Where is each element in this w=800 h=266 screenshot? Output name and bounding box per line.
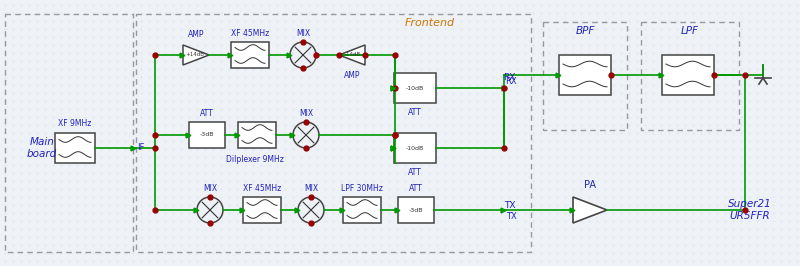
- Polygon shape: [339, 45, 365, 65]
- Bar: [662, 55, 714, 95]
- Text: IF: IF: [137, 143, 144, 152]
- Text: XF 9MHz: XF 9MHz: [58, 119, 92, 128]
- Bar: [543, 22, 627, 130]
- Text: ATT: ATT: [200, 109, 214, 118]
- Bar: [641, 22, 739, 130]
- Text: RX: RX: [505, 77, 517, 86]
- Text: Super21
UR5FFR: Super21 UR5FFR: [728, 199, 772, 221]
- Bar: [343, 197, 381, 223]
- Text: -3dB: -3dB: [200, 132, 214, 138]
- Text: Frontend: Frontend: [405, 18, 455, 28]
- Bar: [394, 133, 436, 163]
- Text: TX: TX: [506, 212, 517, 221]
- Text: ATT: ATT: [409, 184, 423, 193]
- Text: Dilplexer 9MHz: Dilplexer 9MHz: [226, 155, 284, 164]
- Polygon shape: [573, 197, 607, 223]
- Text: XF 45MHz: XF 45MHz: [231, 29, 269, 38]
- Bar: [559, 55, 611, 95]
- Polygon shape: [183, 45, 209, 65]
- Bar: [55, 133, 95, 163]
- Bar: [5, 14, 133, 252]
- Text: PA: PA: [584, 180, 596, 190]
- Text: LPF: LPF: [681, 26, 699, 36]
- Bar: [136, 14, 531, 252]
- Text: MIX: MIX: [304, 184, 318, 193]
- Bar: [231, 42, 269, 68]
- Text: AMP: AMP: [188, 30, 204, 39]
- Text: LPF 30MHz: LPF 30MHz: [341, 184, 383, 193]
- Bar: [238, 122, 276, 148]
- Bar: [243, 197, 281, 223]
- Text: XF 45MHz: XF 45MHz: [243, 184, 281, 193]
- Text: +14dB: +14dB: [186, 52, 205, 57]
- Text: MIX: MIX: [203, 184, 217, 193]
- Text: -14dB: -14dB: [345, 52, 361, 57]
- Text: -3dB: -3dB: [409, 207, 423, 213]
- Text: -10dB: -10dB: [406, 146, 424, 151]
- Text: ATT: ATT: [408, 108, 422, 117]
- Text: AMP: AMP: [344, 71, 360, 80]
- Text: BPF: BPF: [575, 26, 594, 36]
- Text: MIX: MIX: [296, 29, 310, 38]
- Bar: [189, 122, 225, 148]
- Text: Main
board: Main board: [27, 137, 57, 159]
- Text: MIX: MIX: [299, 109, 313, 118]
- Bar: [398, 197, 434, 223]
- Text: RX: RX: [503, 73, 515, 82]
- Bar: [394, 73, 436, 103]
- Text: -10dB: -10dB: [406, 85, 424, 90]
- Text: TX: TX: [504, 201, 515, 210]
- Text: ATT: ATT: [408, 168, 422, 177]
